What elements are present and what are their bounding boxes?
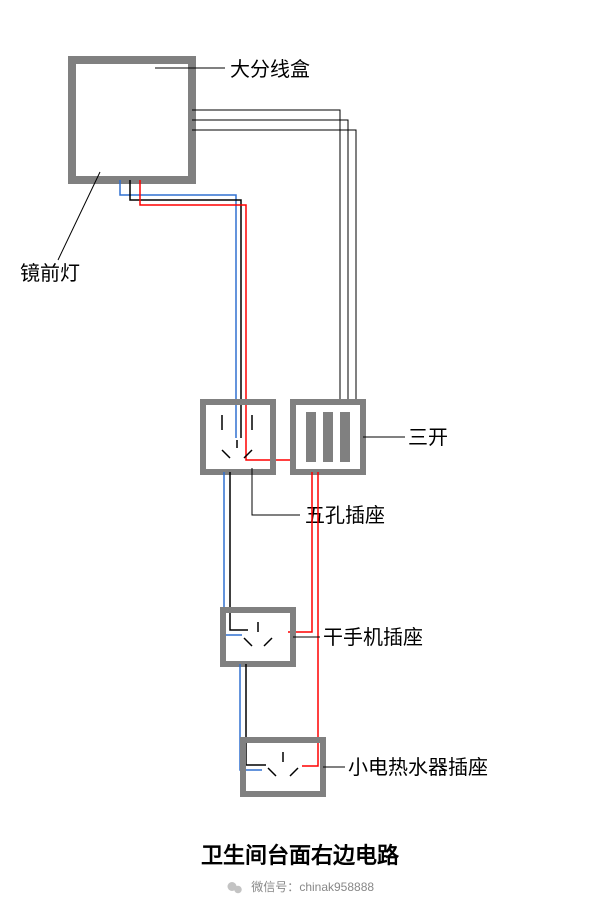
junction-box — [72, 60, 192, 180]
wire-black-mid — [230, 472, 248, 630]
footer-id: chinak958888 — [299, 880, 374, 894]
wire-to-switch-2 — [192, 120, 348, 402]
wire-black-low — [246, 664, 266, 765]
wire-to-switch-1 — [192, 110, 340, 402]
label-mirror-light: 镜前灯 — [20, 262, 80, 285]
label-junction-box: 大分线盒 — [230, 58, 310, 81]
leader-mirror — [58, 172, 100, 260]
wechat-icon — [226, 879, 244, 897]
label-heater: 小电热水器插座 — [348, 756, 488, 779]
heater-icon — [268, 752, 298, 776]
footer-prefix: 微信号： — [251, 880, 299, 894]
heater-box — [243, 740, 323, 794]
five-hole-icon — [222, 415, 252, 458]
dryer-icon — [244, 622, 272, 646]
footer: 微信号：chinak958888 — [0, 878, 600, 897]
dryer-box — [223, 610, 293, 664]
five-hole-box — [203, 402, 273, 472]
diagram-title: 卫生间台面右边电路 — [0, 838, 600, 870]
leader-five-hole — [252, 468, 300, 515]
label-three-switch: 三开 — [408, 427, 448, 449]
label-dryer: 干手机插座 — [323, 626, 423, 649]
three-switch-icon — [306, 412, 350, 462]
wiring-diagram-svg: 大分线盒 镜前灯 三开 五孔插座 干手机插座 — [0, 0, 600, 850]
wire-to-switch-3 — [192, 130, 356, 402]
label-five-hole: 五孔插座 — [305, 504, 385, 527]
